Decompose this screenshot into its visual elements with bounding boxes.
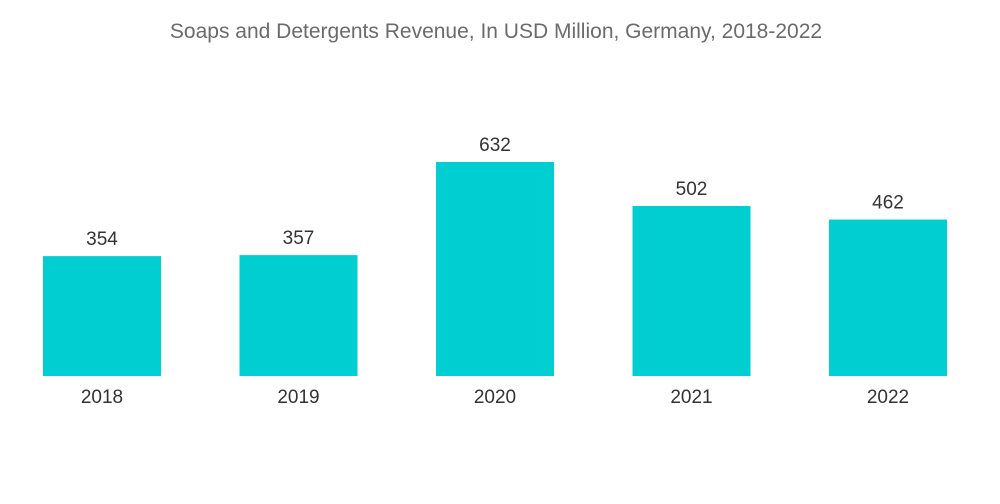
bar-2019 [239,255,358,376]
bar-2022 [829,219,947,376]
x-tick-label-2020: 2020 [474,387,516,408]
value-label-2019: 357 [283,228,315,249]
value-labels-layer: 354 357 632 502 462 [86,135,904,250]
x-axis: 2018 2019 2020 2021 2022 [81,387,909,408]
value-label-2022: 462 [872,193,904,214]
value-label-2020: 632 [479,135,511,156]
value-label-2021: 502 [676,179,708,200]
value-label-2018: 354 [86,229,118,250]
x-tick-label-2022: 2022 [867,387,909,408]
bar-2020 [436,162,554,376]
x-tick-label-2018: 2018 [81,387,123,408]
x-tick-label-2021: 2021 [670,387,712,408]
bar-2021 [632,206,751,376]
chart-title: Soaps and Detergents Revenue, In USD Mil… [170,20,822,43]
bars-layer [43,162,947,376]
bar-2018 [43,256,161,376]
x-tick-label-2019: 2019 [277,387,319,408]
